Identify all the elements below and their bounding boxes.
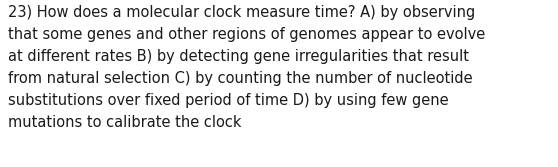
Text: 23) How does a molecular clock measure time? A) by observing
that some genes and: 23) How does a molecular clock measure t… (8, 5, 485, 130)
